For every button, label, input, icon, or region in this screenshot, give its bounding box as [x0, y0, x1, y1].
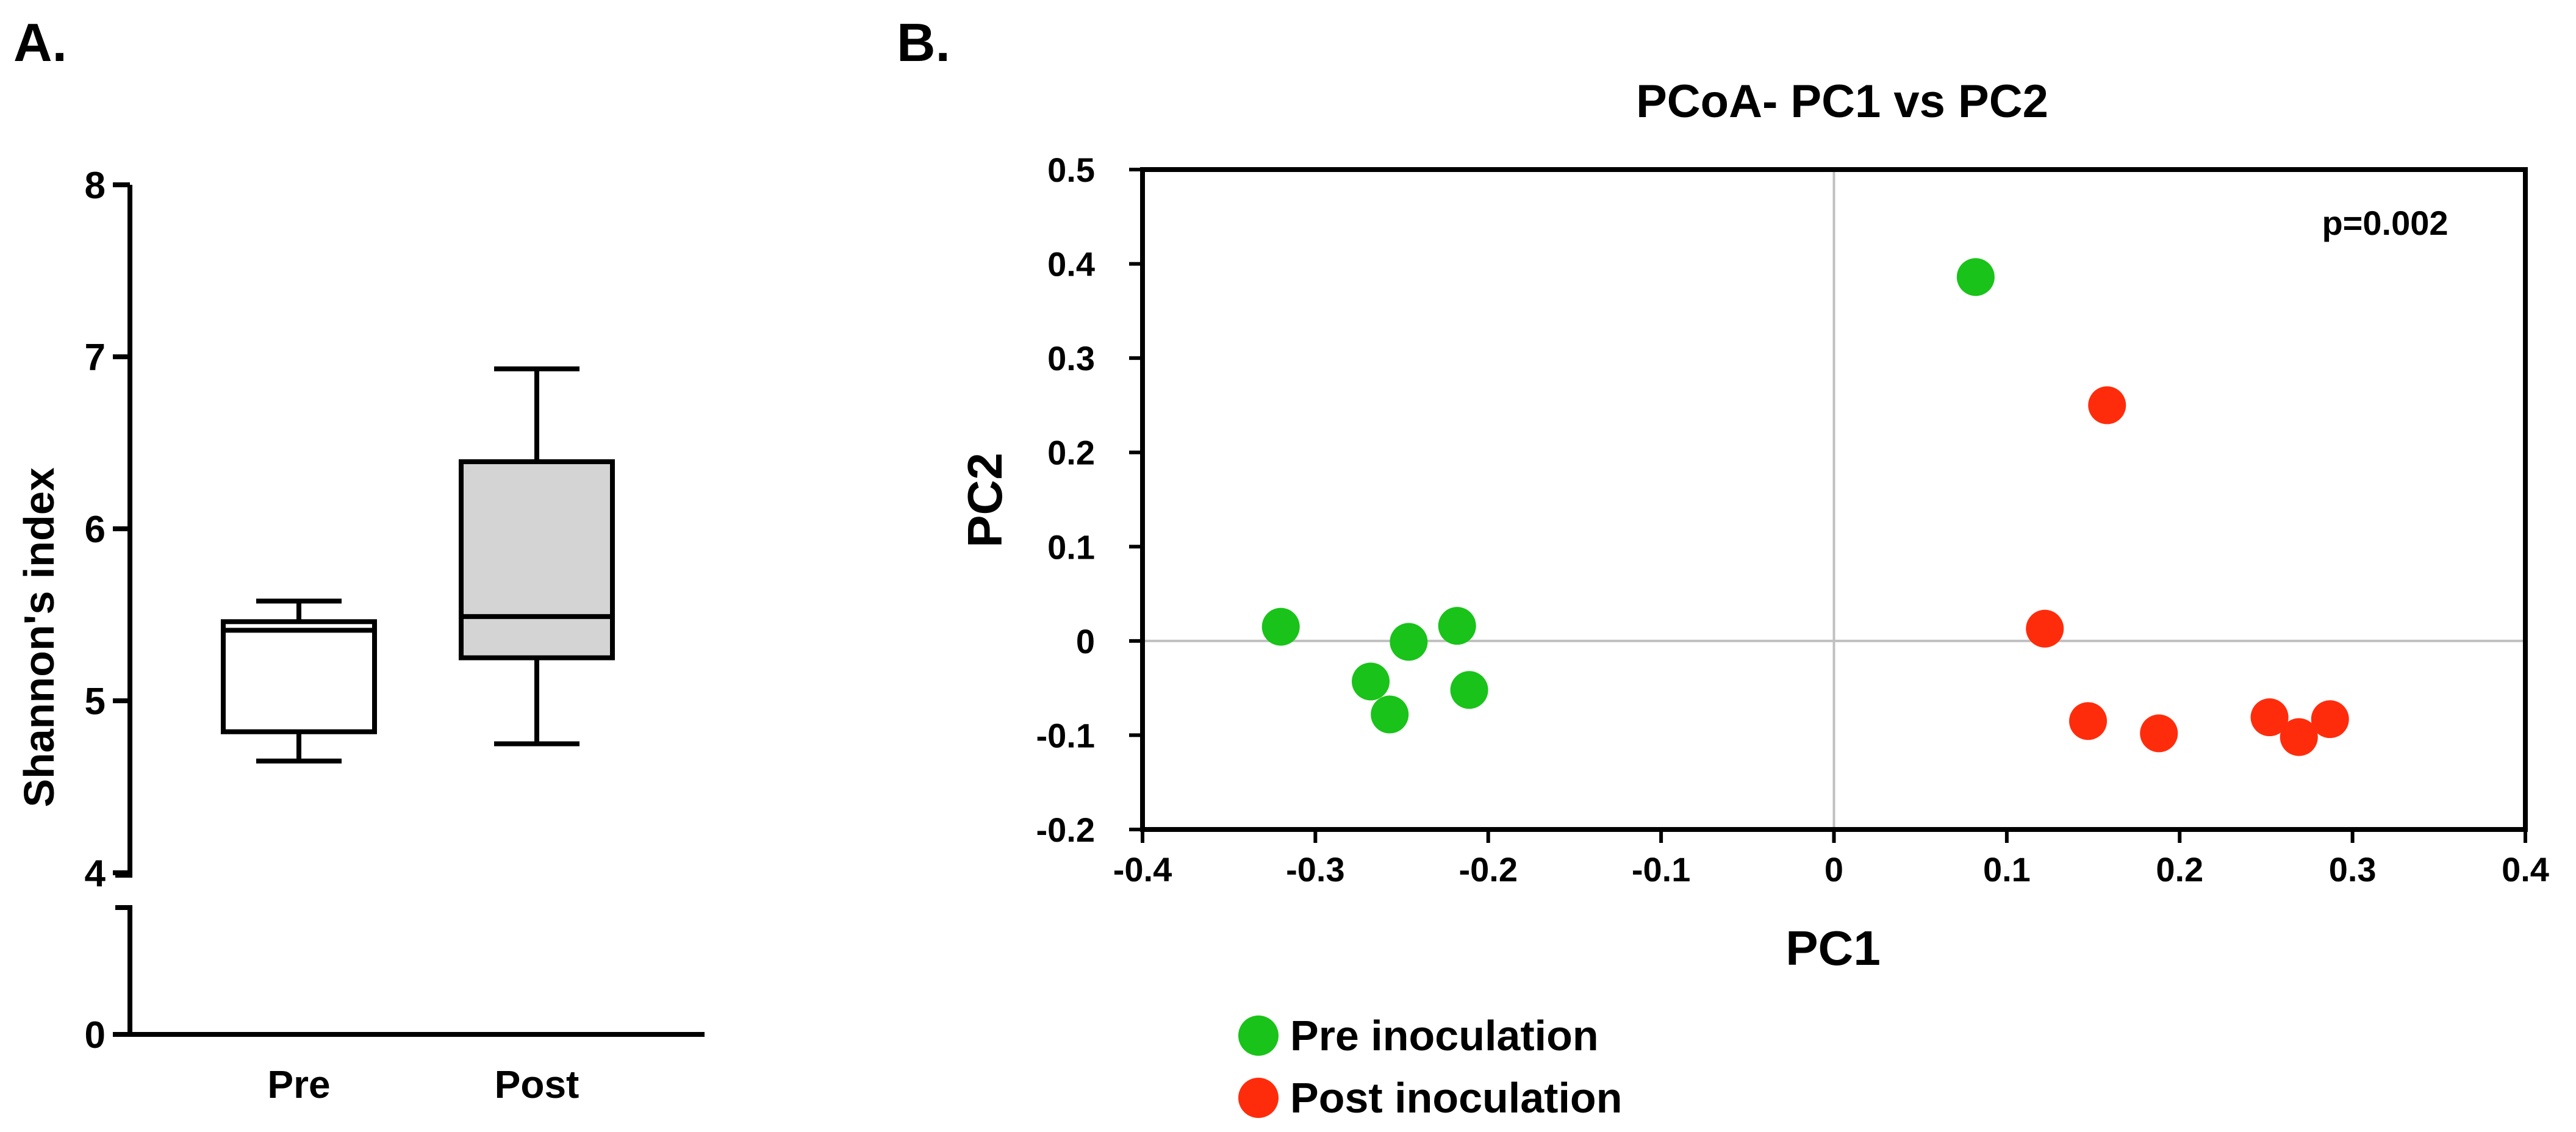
data-point	[2280, 718, 2318, 756]
series-post-inoculation	[2026, 386, 2349, 756]
legend: Pre inoculation Post inoculation	[1238, 1012, 1622, 1122]
x-tick-label: 0.3	[2329, 850, 2377, 889]
box-post	[459, 366, 615, 747]
legend-marker	[1238, 1078, 1279, 1118]
data-point	[1438, 607, 1476, 645]
y-tick-label: -0.2	[1036, 811, 1096, 849]
panel-a-label: A.	[13, 12, 67, 73]
box-pre	[221, 598, 377, 764]
y-tick-label: 0	[1076, 622, 1095, 661]
chart-title: PCoA- PC1 vs PC2	[1636, 76, 2048, 127]
y-tick-label: 5	[85, 681, 106, 723]
legend-label: Pre inoculation	[1290, 1012, 1599, 1059]
data-point	[2088, 386, 2126, 424]
panel-b-label: B.	[897, 12, 950, 73]
y-tick-label: 0.4	[1047, 245, 1095, 284]
x-tick-label: -0.4	[1113, 850, 1172, 889]
x-category-label: Post	[495, 1062, 579, 1106]
y-tick-label: 0.1	[1047, 528, 1095, 566]
x-tick-label: -0.3	[1286, 850, 1345, 889]
data-point	[2311, 700, 2349, 739]
data-point	[2026, 609, 2064, 648]
data-point	[1390, 623, 1428, 661]
x-category-label: Pre	[267, 1062, 330, 1106]
y-axis-label: PC2	[958, 453, 1012, 548]
panel-b-pcoa-scatter: PCoA- PC1 vs PC2 -0.4 -0.3 -0.2 -0.1 0 0.1 0.2 0…	[958, 76, 2549, 1122]
box-iqr	[221, 619, 377, 734]
y-tick-label: 7	[85, 337, 106, 379]
x-axis-label: PC1	[1785, 921, 1881, 975]
box-iqr	[459, 459, 615, 661]
panel-a-box-plot: 0 4 5 6 7 8 Shannon's index Pre Post	[15, 165, 705, 1106]
y-axis-label: Shannon's index	[15, 467, 63, 807]
x-tick-label: 0.4	[2502, 850, 2549, 889]
y-tick-label: 0.3	[1047, 339, 1095, 378]
y-tick-label: 4	[85, 853, 106, 895]
legend-label: Post inoculation	[1290, 1074, 1622, 1122]
data-point	[2140, 714, 2178, 753]
data-point	[1352, 662, 1390, 701]
x-tick-label: 0	[1824, 850, 1843, 889]
data-point	[1450, 671, 1488, 709]
x-tick-label: -0.2	[1459, 850, 1518, 889]
x-tick-label: -0.1	[1632, 850, 1691, 889]
data-point	[1956, 258, 1995, 296]
data-point	[2069, 702, 2108, 740]
data-point	[2250, 698, 2289, 737]
x-tick-label: 0.1	[1983, 850, 2031, 889]
x-tick-label: 0.2	[2156, 850, 2203, 889]
p-value-annotation: p=0.002	[2322, 204, 2448, 242]
legend-marker	[1238, 1016, 1279, 1056]
y-tick-label: -0.1	[1036, 716, 1096, 754]
series-pre-inoculation	[1261, 258, 1995, 734]
data-point	[1371, 695, 1409, 734]
y-tick-label: 0.5	[1047, 151, 1095, 189]
y-tick-label: 6	[85, 509, 106, 551]
data-point	[1261, 607, 1300, 646]
y-tick-label: 0.2	[1047, 434, 1095, 472]
y-tick-label: 0	[85, 1014, 106, 1056]
y-tick-label: 8	[85, 165, 106, 207]
